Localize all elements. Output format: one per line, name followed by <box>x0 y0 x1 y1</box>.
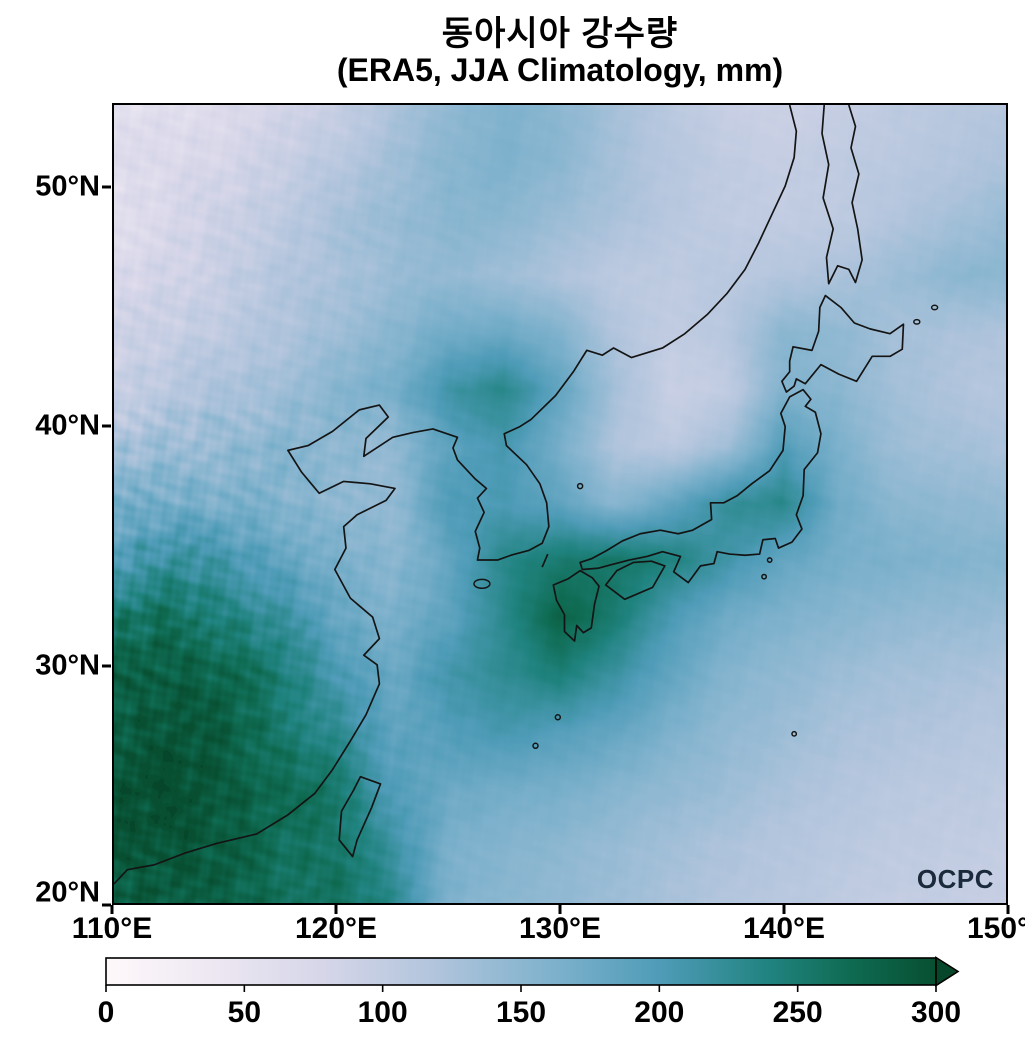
lat-tick-label: 40°N <box>35 409 100 442</box>
chart-title: 동아시아 강수량 <box>441 15 679 53</box>
coastline-path <box>579 388 822 584</box>
lat-tick-label: 20°N <box>35 876 100 909</box>
coastline-overlay <box>114 105 939 885</box>
lat-tick-label: 50°N <box>35 170 100 203</box>
colorbar-tick-label: 200 <box>634 996 685 1029</box>
colorbar-tick-label: 300 <box>910 996 962 1029</box>
lon-tick-label: 140°E <box>742 912 826 945</box>
lon-tick-mark <box>334 905 338 914</box>
lat-tick-label: 30°N <box>35 649 100 682</box>
lon-tick-mark <box>558 905 562 914</box>
island-outline <box>532 742 539 750</box>
lon-tick-label: 150°E <box>966 912 1025 945</box>
lon-tick-label: 110°E <box>71 912 153 945</box>
island-outline <box>473 578 491 590</box>
coastline-path <box>821 105 863 285</box>
island-outline <box>791 730 798 737</box>
island-outline <box>913 318 921 325</box>
colorbar-tick-label: 0 <box>97 996 115 1029</box>
lat-tick-mark <box>102 903 111 907</box>
colorbar-bar <box>105 957 937 986</box>
island-outline <box>766 557 773 563</box>
lon-tick-label: 120°E <box>294 912 378 945</box>
lat-tick-mark <box>102 424 111 428</box>
coastline-path <box>541 553 549 568</box>
map-plot-area: OCPC <box>112 103 1008 905</box>
island-outline <box>576 482 584 490</box>
lon-tick-label: 130°E <box>518 912 602 945</box>
island-outline <box>554 713 562 721</box>
coastline-path <box>604 560 666 601</box>
colorbar-tick-label: 150 <box>495 996 547 1029</box>
island-outline <box>761 573 768 580</box>
colorbar-tick-label: 250 <box>772 996 823 1029</box>
colorbar-tick-label: 100 <box>357 996 408 1029</box>
lon-tick-mark <box>110 905 114 914</box>
colorbar-extend-arrow <box>935 956 960 987</box>
colorbar-tick-label: 50 <box>227 996 262 1029</box>
lat-tick-mark <box>102 664 111 668</box>
ocpc-logo: OCPC <box>916 864 994 894</box>
island-outline <box>930 304 939 311</box>
coastline-path <box>781 294 905 393</box>
lat-tick-mark <box>102 185 111 189</box>
colorbar <box>105 955 985 997</box>
coastline-path <box>552 569 600 642</box>
precipitation-field-canvas <box>114 105 1006 903</box>
coastline-path <box>114 105 798 885</box>
colorbar-gradient <box>105 956 960 992</box>
lon-tick-mark <box>1006 905 1010 914</box>
coastline-path <box>338 775 382 858</box>
chart-subtitle: (ERA5, JJA Climatology, mm) <box>336 52 784 88</box>
lon-tick-mark <box>782 905 786 914</box>
